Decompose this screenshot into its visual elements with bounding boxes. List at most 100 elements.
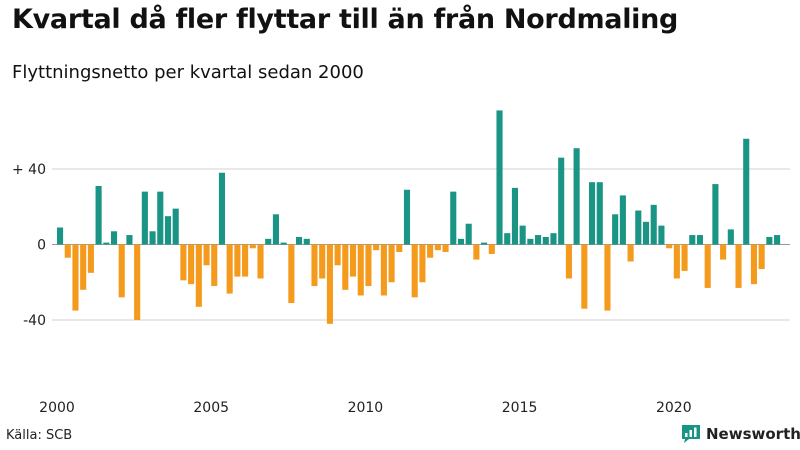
bar — [103, 242, 110, 245]
bar — [319, 244, 326, 279]
x-axis-labels: 2000 2005 2010 2015 2020 — [39, 400, 691, 416]
bar — [496, 110, 503, 245]
bar — [95, 185, 102, 245]
bar — [380, 244, 387, 296]
bar — [134, 244, 141, 321]
chart-subtitle: Flyttningsnetto per kvartal sedan 2000 — [12, 62, 364, 83]
y-tick-label: 0 — [37, 238, 46, 254]
bar — [157, 191, 164, 245]
bar — [195, 244, 202, 307]
bar — [481, 242, 488, 245]
bar — [774, 235, 781, 245]
bar — [650, 204, 657, 245]
bar — [272, 214, 279, 245]
bar — [357, 244, 364, 296]
bar — [311, 244, 318, 287]
bar — [450, 191, 457, 245]
bar — [403, 189, 411, 245]
bar — [743, 138, 750, 245]
bar — [110, 231, 118, 245]
bar — [442, 244, 449, 253]
bar — [118, 244, 125, 298]
bar — [203, 244, 210, 266]
x-tick-label: 2020 — [656, 400, 692, 416]
bar — [642, 221, 650, 245]
bar — [596, 182, 603, 245]
bar — [504, 233, 511, 245]
bar — [689, 235, 696, 245]
bar — [257, 244, 264, 279]
bar — [57, 227, 64, 245]
bar — [396, 244, 403, 253]
bar — [511, 187, 518, 245]
bar — [188, 244, 195, 285]
bar — [434, 244, 441, 251]
bar-layer — [57, 110, 781, 324]
bar — [488, 244, 495, 254]
bar — [604, 244, 611, 311]
bar — [735, 244, 742, 288]
bar — [280, 242, 287, 245]
bar — [242, 244, 249, 277]
y-tick-label: -40 — [23, 313, 46, 329]
bar — [473, 244, 480, 260]
brand-name: Newsworthy — [706, 425, 800, 443]
bar — [727, 229, 734, 245]
bar — [265, 238, 272, 245]
bar — [373, 244, 380, 251]
y-tick-label: + 40 — [12, 162, 46, 178]
chart-title: Kvartal då fler flyttar till än från Nor… — [12, 4, 679, 35]
bar — [704, 244, 711, 288]
bar — [303, 238, 310, 245]
bar — [349, 244, 357, 277]
bar — [712, 184, 719, 245]
source-note: Källa: SCB — [6, 428, 73, 443]
bar — [573, 148, 580, 245]
bar — [535, 235, 542, 245]
bar — [758, 244, 765, 270]
bar — [720, 244, 727, 260]
x-tick-label: 2010 — [348, 400, 384, 416]
bar — [249, 244, 256, 249]
bar — [635, 210, 642, 245]
bar — [588, 182, 596, 245]
bar — [72, 244, 79, 311]
bar — [558, 157, 565, 245]
bar — [234, 244, 241, 277]
x-tick-label: 2015 — [502, 400, 538, 416]
bar — [658, 225, 665, 245]
bar — [766, 236, 773, 245]
bar — [64, 244, 71, 258]
bar — [411, 244, 418, 298]
bar — [342, 244, 349, 290]
bar — [673, 244, 680, 279]
bar — [419, 244, 426, 283]
bar — [172, 208, 179, 245]
brand-logo[interactable]: Newsworthy — [681, 424, 800, 444]
bar — [457, 238, 465, 245]
bar — [581, 244, 588, 309]
bar — [288, 244, 295, 304]
x-tick-label: 2005 — [193, 400, 229, 416]
bar — [612, 214, 619, 245]
bar — [681, 244, 688, 271]
bar — [149, 231, 156, 245]
bar — [519, 225, 526, 245]
bar — [542, 236, 549, 245]
bar — [180, 244, 187, 281]
bar — [565, 244, 572, 279]
bar — [211, 244, 218, 287]
bar — [465, 223, 472, 245]
bar — [550, 233, 557, 245]
bar — [141, 191, 148, 245]
bar — [296, 236, 303, 245]
bar — [365, 244, 372, 287]
newsworthy-icon — [682, 425, 700, 443]
bar — [750, 244, 757, 285]
bar — [126, 235, 133, 245]
bar — [627, 244, 634, 262]
bar — [226, 244, 233, 294]
bar — [619, 195, 626, 245]
bar — [527, 238, 534, 245]
bar — [696, 235, 704, 245]
